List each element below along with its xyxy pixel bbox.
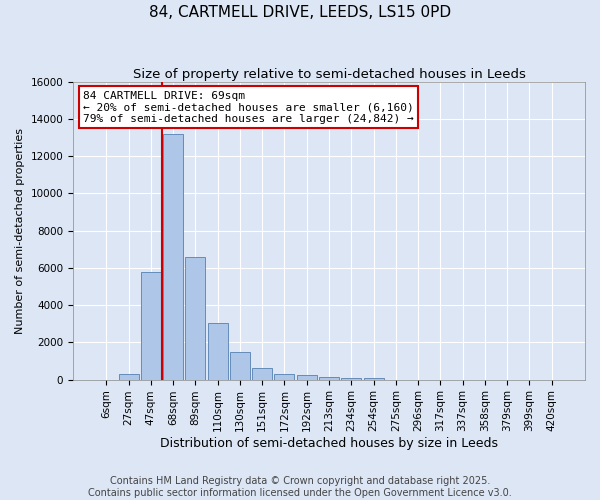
Bar bbox=[297, 375, 317, 380]
Text: 84, CARTMELL DRIVE, LEEDS, LS15 0PD: 84, CARTMELL DRIVE, LEEDS, LS15 0PD bbox=[149, 5, 451, 20]
X-axis label: Distribution of semi-detached houses by size in Leeds: Distribution of semi-detached houses by … bbox=[160, 437, 498, 450]
Bar bbox=[141, 272, 161, 380]
Title: Size of property relative to semi-detached houses in Leeds: Size of property relative to semi-detach… bbox=[133, 68, 526, 80]
Bar bbox=[119, 374, 139, 380]
Bar bbox=[230, 352, 250, 380]
Text: 84 CARTMELL DRIVE: 69sqm
← 20% of semi-detached houses are smaller (6,160)
79% o: 84 CARTMELL DRIVE: 69sqm ← 20% of semi-d… bbox=[83, 90, 414, 124]
Bar bbox=[208, 323, 227, 380]
Text: Contains HM Land Registry data © Crown copyright and database right 2025.
Contai: Contains HM Land Registry data © Crown c… bbox=[88, 476, 512, 498]
Y-axis label: Number of semi-detached properties: Number of semi-detached properties bbox=[15, 128, 25, 334]
Bar bbox=[252, 368, 272, 380]
Bar bbox=[364, 378, 383, 380]
Bar bbox=[341, 378, 361, 380]
Bar bbox=[274, 374, 295, 380]
Bar bbox=[319, 377, 339, 380]
Bar bbox=[185, 256, 205, 380]
Bar bbox=[163, 134, 183, 380]
